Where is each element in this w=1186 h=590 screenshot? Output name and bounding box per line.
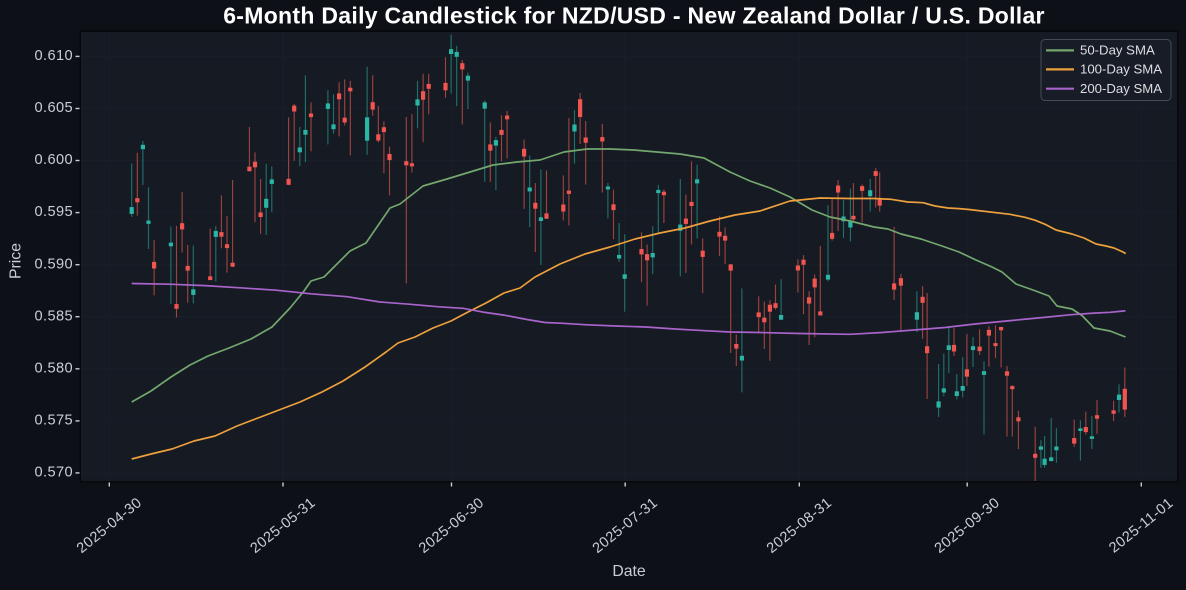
svg-text:0.570: 0.570: [34, 465, 73, 481]
svg-text:0.605: 0.605: [34, 100, 73, 116]
svg-text:100-Day SMA: 100-Day SMA: [1080, 62, 1162, 77]
svg-text:0.585: 0.585: [34, 308, 73, 324]
svg-text:50-Day SMA: 50-Day SMA: [1080, 43, 1155, 58]
svg-text:200-Day SMA: 200-Day SMA: [1080, 81, 1162, 96]
svg-text:0.595: 0.595: [34, 204, 73, 220]
svg-text:6-Month Daily Candlestick for: 6-Month Daily Candlestick for NZD/USD - …: [223, 3, 1045, 29]
svg-text:0.575: 0.575: [34, 413, 73, 429]
svg-text:0.600: 0.600: [34, 152, 73, 168]
svg-text:Date: Date: [612, 563, 646, 580]
svg-text:Price: Price: [8, 243, 25, 279]
svg-text:0.580: 0.580: [34, 360, 73, 376]
svg-text:0.610: 0.610: [34, 48, 73, 64]
svg-text:0.590: 0.590: [34, 256, 73, 272]
